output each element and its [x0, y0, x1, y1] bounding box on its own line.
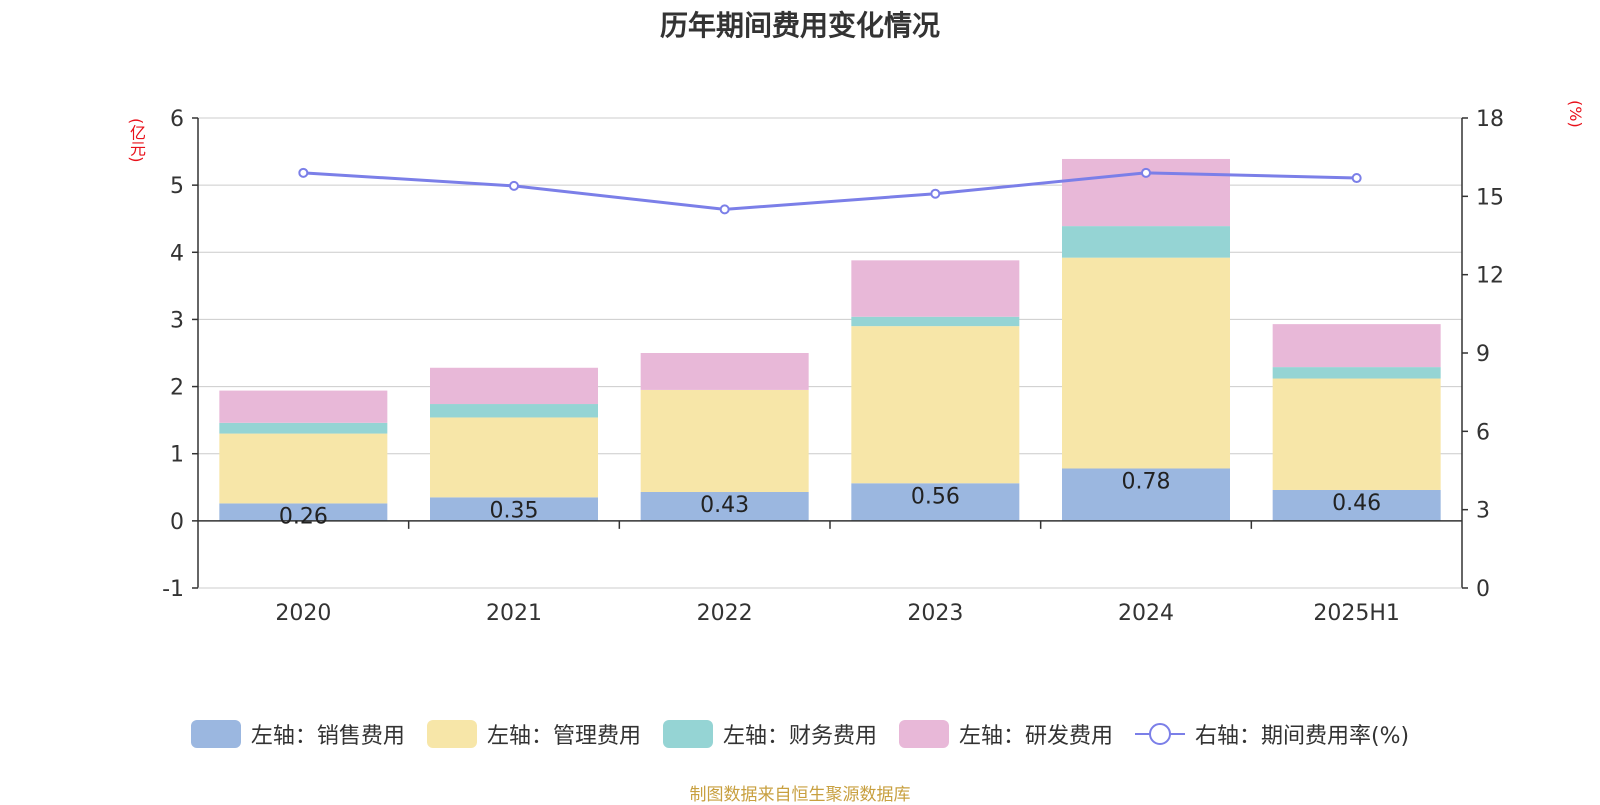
bar-segment-3: [1062, 226, 1230, 258]
right-axis-tick-label: 3: [1476, 499, 1490, 524]
rate-point: [930, 188, 941, 199]
x-axis-category-label: 2025H1: [1313, 601, 1400, 626]
legend-label-rate: 右轴：期间费用率(%): [1194, 724, 1410, 749]
legend-label-sales: 左轴：销售费用: [250, 724, 405, 749]
bar-segment-1: [851, 483, 1020, 521]
bar-segment-4: [219, 390, 388, 423]
bar-segment-1: [1062, 468, 1230, 521]
right-axis-tick-label: 15: [1476, 185, 1504, 210]
legend-label-finance: 左轴：财务费用: [722, 724, 877, 749]
bar-segment-3: [851, 316, 1020, 327]
x-axis-category-label: 2023: [907, 601, 963, 626]
rate-point: [719, 204, 730, 215]
bar-segment-2: [640, 389, 809, 492]
right-axis-tick-label: 12: [1476, 264, 1504, 289]
bar-segment-4: [640, 353, 809, 390]
bar-segment-3: [219, 422, 388, 434]
right-axis-tick-label: 0: [1476, 577, 1490, 602]
bar-segment-2: [851, 326, 1020, 484]
legend-item-rnd[interactable]: 左轴：研发费用: [898, 718, 1113, 750]
bar-data-label: 0.56: [911, 484, 960, 509]
rate-point: [1141, 167, 1151, 178]
legend: 左轴：销售费用 左轴：管理费用 左轴：财务费用 左轴：研发费用 右轴：期间费用率…: [0, 718, 1600, 750]
bar-segment-2: [219, 433, 388, 504]
legend-item-sales[interactable]: 左轴：销售费用: [190, 718, 405, 750]
legend-label-admin: 左轴：管理费用: [486, 724, 641, 749]
bar-segment-3: [430, 404, 598, 418]
bar-segment-1: [430, 497, 598, 521]
left-axis-unit: (亿元): [127, 118, 146, 163]
bar-segment-4: [430, 367, 598, 405]
left-axis-tick-label: 4: [170, 241, 184, 266]
x-axis-category-label: 2021: [486, 601, 542, 626]
left-axis-tick-label: 3: [170, 308, 184, 333]
x-axis-category-label: 2022: [697, 601, 753, 626]
legend-item-finance[interactable]: 左轴：财务费用: [662, 718, 877, 750]
legend-swatch-finance: [662, 720, 713, 748]
bar-data-label: 0.26: [279, 504, 328, 529]
legend-swatch-rate: [1134, 723, 1185, 745]
bar-data-label: 0.35: [490, 498, 539, 523]
bar-segment-1: [640, 491, 809, 521]
legend-label-rnd: 左轴：研发费用: [958, 724, 1113, 749]
left-axis-tick-label: 0: [170, 510, 184, 535]
left-axis-tick-label: 6: [170, 107, 184, 132]
bar-segment-4: [1272, 324, 1441, 368]
bar-segment-2: [1272, 378, 1441, 490]
chart-title: 历年期间费用变化情况: [659, 9, 940, 42]
bar-data-label: 0.78: [1122, 469, 1171, 494]
rate-point: [298, 167, 309, 178]
bar-segment-1: [219, 503, 388, 521]
bar-data-label: 0.43: [700, 493, 749, 518]
legend-swatch-sales: [190, 720, 241, 748]
bar-segment-2: [430, 417, 598, 498]
rate-line: [303, 171, 1357, 211]
right-axis-tick-label: 6: [1476, 420, 1490, 445]
left-axis-tick-label: -1: [162, 577, 184, 602]
bar-segment-1: [1272, 489, 1441, 521]
bar-data-label: 0.46: [1332, 491, 1381, 516]
legend-swatch-rnd: [898, 720, 949, 748]
bar-segment-3: [1272, 367, 1441, 379]
bar-segment-4: [851, 260, 1020, 317]
legend-item-rate[interactable]: 右轴：期间费用率(%): [1134, 718, 1410, 750]
left-axis-tick-label: 1: [170, 443, 184, 468]
left-axis-tick-label: 5: [170, 174, 184, 199]
right-axis-tick-label: 18: [1476, 107, 1504, 132]
left-axis-tick-label: 2: [170, 376, 184, 401]
bar-segment-2: [1062, 257, 1230, 469]
right-axis-unit: (%): [1566, 100, 1585, 128]
right-axis-tick-label: 9: [1476, 342, 1490, 367]
rate-point: [509, 180, 519, 191]
legend-swatch-admin: [426, 720, 477, 748]
x-axis-category-label: 2020: [275, 601, 331, 626]
rate-point: [1351, 173, 1362, 184]
legend-item-admin[interactable]: 左轴：管理费用: [426, 718, 641, 750]
x-axis-category-label: 2024: [1118, 601, 1174, 626]
data-source-note: 制图数据来自恒生聚源数据库: [689, 785, 911, 805]
